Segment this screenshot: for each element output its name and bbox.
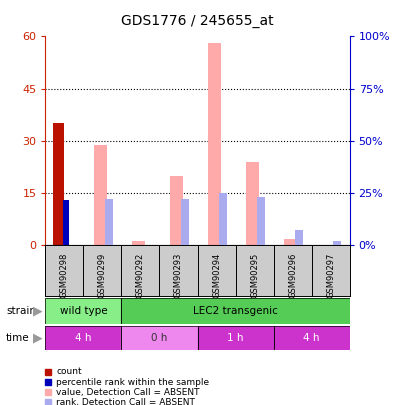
Text: rank, Detection Call = ABSENT: rank, Detection Call = ABSENT (56, 398, 195, 405)
Bar (246, 162, 260, 245)
Bar (53, 124, 64, 245)
Text: GSM90295: GSM90295 (250, 253, 259, 298)
Bar (198, 326, 274, 350)
Text: 4 h: 4 h (75, 333, 92, 343)
Text: GSM90296: GSM90296 (288, 253, 297, 298)
Text: GDS1776 / 245655_at: GDS1776 / 245655_at (121, 14, 274, 28)
Text: GSM90298: GSM90298 (60, 253, 69, 298)
Bar (122, 298, 350, 324)
Bar (45, 298, 122, 324)
Bar (45, 326, 122, 350)
Text: 4 h: 4 h (303, 333, 320, 343)
Text: GSM90297: GSM90297 (326, 253, 335, 298)
Text: ▶: ▶ (33, 304, 42, 318)
Text: percentile rank within the sample: percentile rank within the sample (56, 377, 209, 387)
Text: count: count (56, 367, 82, 377)
Text: GSM90294: GSM90294 (212, 253, 221, 298)
Text: GSM90299: GSM90299 (98, 253, 107, 298)
Text: strain: strain (6, 306, 36, 316)
Bar (284, 239, 297, 245)
Bar (132, 241, 145, 245)
Bar (257, 197, 265, 245)
Text: time: time (6, 333, 30, 343)
Text: ▶: ▶ (33, 332, 42, 345)
Bar (181, 199, 188, 245)
Text: GSM90293: GSM90293 (174, 253, 183, 298)
Bar (105, 199, 113, 245)
Bar (170, 176, 183, 245)
Bar (62, 200, 69, 245)
Text: 1 h: 1 h (227, 333, 244, 343)
Text: GSM90292: GSM90292 (136, 253, 145, 298)
Bar (219, 193, 227, 245)
Text: 0 h: 0 h (151, 333, 167, 343)
Text: wild type: wild type (60, 306, 107, 316)
Bar (273, 326, 350, 350)
Bar (333, 241, 340, 245)
Bar (295, 230, 303, 245)
Bar (94, 145, 107, 245)
Text: value, Detection Call = ABSENT: value, Detection Call = ABSENT (56, 388, 199, 397)
Bar (208, 43, 222, 245)
Bar (122, 326, 198, 350)
Text: LEC2 transgenic: LEC2 transgenic (193, 306, 278, 316)
